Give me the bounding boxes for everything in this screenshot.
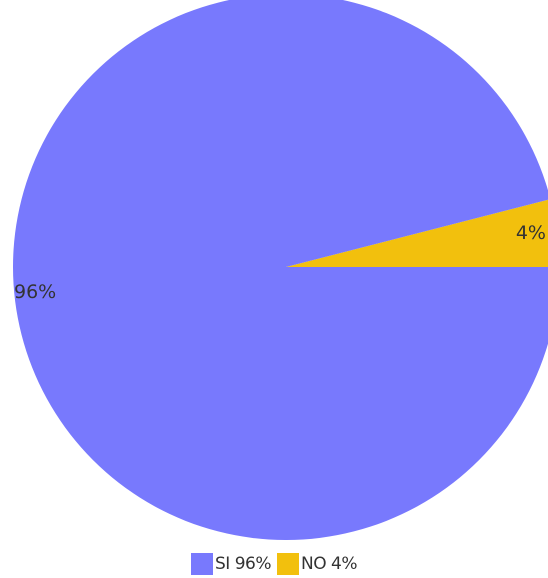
pie-slice-si — [13, 0, 548, 540]
legend-label-si: SI 96% — [215, 554, 272, 574]
legend-label-no: NO 4% — [301, 554, 357, 574]
slice-label-si: 96% — [14, 281, 56, 303]
pie-slice-no — [286, 199, 548, 267]
slice-label-no: 4% — [516, 222, 546, 244]
chart-legend: SI 96% NO 4% — [0, 552, 548, 576]
legend-swatch-no — [277, 553, 299, 575]
legend-item-no: NO 4% — [277, 553, 357, 575]
legend-item-si: SI 96% — [191, 553, 272, 575]
legend-swatch-si — [191, 553, 213, 575]
pie-chart-svg: 4% 96% — [13, 0, 548, 540]
pie-chart: 4% 96% — [13, 0, 548, 540]
